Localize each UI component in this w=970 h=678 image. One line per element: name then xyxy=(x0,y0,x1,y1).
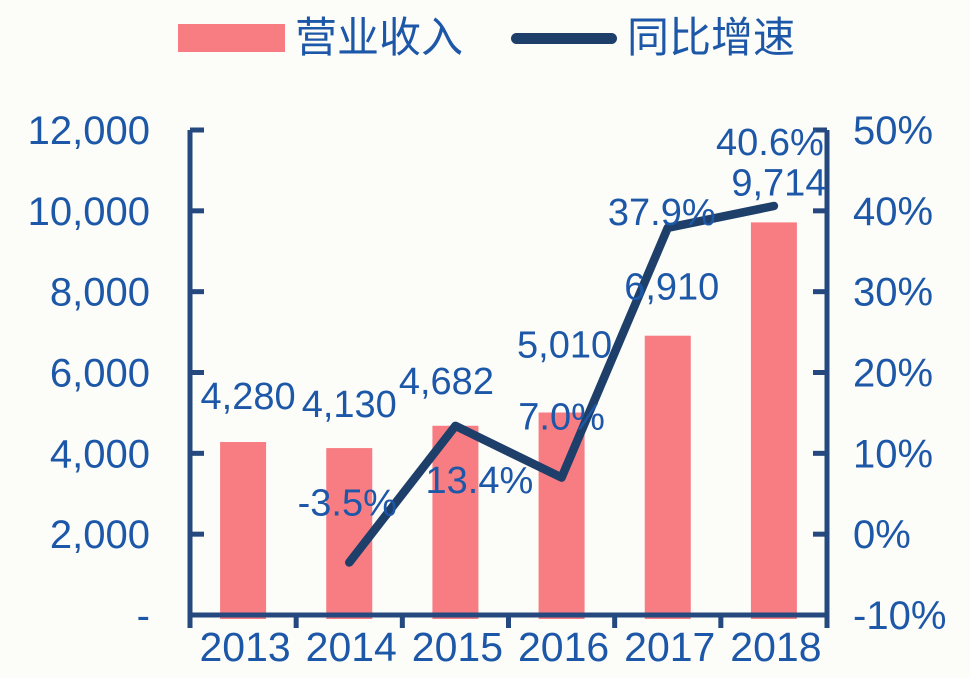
bar-2013 xyxy=(220,442,267,619)
revenue-bar-label-2018: 9,714 xyxy=(731,162,826,204)
growth-line xyxy=(345,201,779,567)
revenue-bar-label-2013: 4,280 xyxy=(201,376,296,418)
legend-label-growth: 同比增速 xyxy=(627,13,796,61)
revenue-bar-label-2014: 4,130 xyxy=(302,384,397,426)
growth-line-swatch xyxy=(511,32,618,44)
bar-2014 xyxy=(326,448,373,619)
y-axis-right-label: -10% xyxy=(853,594,946,638)
y-axis-left-label: - xyxy=(137,594,150,638)
revenue-bar-label-2017: 6,910 xyxy=(624,267,719,309)
x-axis-label-2016: 2016 xyxy=(518,624,609,670)
y-axis-right-label: 50% xyxy=(853,109,933,153)
y-axis-right-label: 0% xyxy=(853,513,911,557)
revenue-bar-swatch xyxy=(178,24,285,52)
y-axis-left-label: 6,000 xyxy=(50,352,150,396)
x-axis-label-2013: 2013 xyxy=(199,624,290,670)
y-axis-left-label: 8,000 xyxy=(50,271,150,315)
y-axis-left-label: 2,000 xyxy=(50,513,150,557)
growth-line-label-2016: 7.0% xyxy=(518,397,605,439)
chart-legend: 营业收入 同比增速 xyxy=(178,12,795,64)
legend-label-revenue: 营业收入 xyxy=(295,13,464,61)
growth-line-label-2017: 37.9% xyxy=(608,192,716,234)
y-axis-right-label: 40% xyxy=(853,190,933,234)
bar-2018 xyxy=(750,222,797,619)
y-axis-right-label: 30% xyxy=(853,271,933,315)
bar-2017 xyxy=(644,335,691,619)
y-axis-left-label: 12,000 xyxy=(28,109,150,153)
x-axis-label-2017: 2017 xyxy=(624,624,715,670)
growth-line-label-2018: 40.6% xyxy=(716,122,824,164)
x-axis-label-2014: 2014 xyxy=(306,624,397,670)
y-axis-right-label: 20% xyxy=(853,352,933,396)
legend-item-growth: 同比增速 xyxy=(511,13,796,61)
x-axis-label-2018: 2018 xyxy=(730,624,821,670)
revenue-bar-label-2016: 5,010 xyxy=(517,325,612,367)
y-axis-left-label: 4,000 xyxy=(50,432,150,476)
growth-line-label-2014: -3.5% xyxy=(298,482,397,524)
y-axis-left-label: 10,000 xyxy=(28,190,150,234)
legend-item-revenue: 营业收入 xyxy=(178,13,464,61)
bar-2015 xyxy=(432,425,479,619)
growth-line-label-2015: 13.4% xyxy=(426,460,534,502)
x-axis-label-2015: 2015 xyxy=(412,624,503,670)
revenue-bar-label-2015: 4,682 xyxy=(399,361,494,403)
y-axis-right-label: 10% xyxy=(853,432,933,476)
